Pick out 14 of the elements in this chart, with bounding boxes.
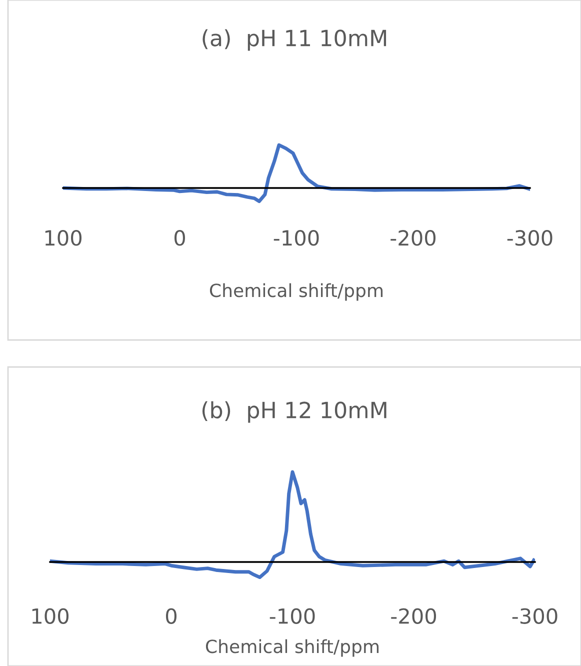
x-tick-label: -200 [391, 608, 436, 624]
x-tick-label: -300 [507, 230, 552, 246]
x-axis-title: Chemical shift/ppm [206, 639, 379, 657]
x-tick-label: -300 [512, 608, 558, 624]
x-tick-label: 0 [174, 230, 185, 246]
chart-title: (a) pH 11 10mM [202, 29, 386, 51]
x-tick-label: -100 [270, 608, 315, 624]
x-axis-title: Chemical shift/ppm [210, 283, 383, 301]
x-tick-label: 100 [45, 230, 82, 246]
x-tick-label: 0 [166, 608, 176, 624]
chart-title: (b) pH 12 10mM [202, 401, 386, 423]
x-tick-label: -100 [274, 230, 319, 246]
x-tick-label: 100 [32, 608, 68, 624]
x-tick-label: -200 [390, 230, 436, 246]
